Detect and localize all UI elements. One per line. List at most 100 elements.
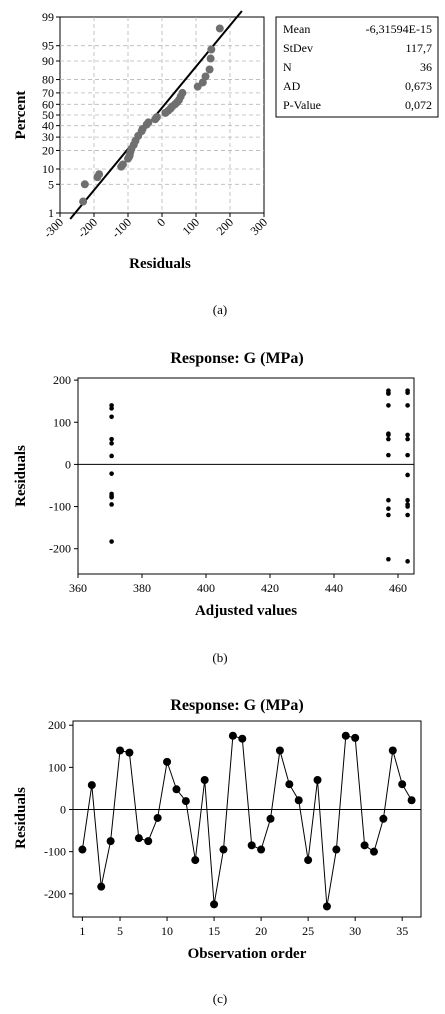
plot-b-xticks: 360 380 400 420 440 460	[69, 574, 407, 595]
data-point	[191, 856, 200, 865]
x-tick-label: 15	[208, 924, 220, 938]
y-tick-label: -200	[44, 887, 66, 901]
data-point	[398, 780, 407, 789]
y-tick-label: 99	[42, 10, 54, 24]
data-point	[201, 72, 210, 81]
y-tick-label: 100	[53, 415, 71, 429]
data-point	[257, 845, 266, 854]
y-tick-label: 50	[42, 108, 54, 122]
data-point	[109, 406, 114, 411]
data-point	[207, 45, 216, 54]
data-point	[405, 559, 410, 564]
data-point	[109, 493, 114, 499]
data-point	[369, 847, 378, 856]
x-tick-label: 35	[396, 924, 408, 938]
y-tick-label: -200	[49, 542, 71, 556]
y-tick-label: 200	[48, 718, 66, 732]
x-tick-label: 420	[261, 581, 279, 595]
x-tick-label: -300	[41, 215, 66, 240]
x-tick-label: 30	[349, 924, 361, 938]
data-point	[80, 180, 89, 189]
data-point	[109, 441, 114, 446]
data-point	[109, 471, 114, 476]
plot-a-ylabel: Percent	[13, 91, 29, 140]
data-point	[152, 113, 161, 122]
plot-c-xlabel: Observation order	[188, 946, 307, 962]
y-tick-label: 0	[65, 457, 71, 471]
plot-b-yticks: -200 -100 0 100 200	[49, 373, 78, 556]
plot-c-title: Response: G (MPa)	[170, 697, 303, 714]
data-point	[97, 882, 106, 891]
data-point	[386, 390, 391, 396]
plot-a-points	[79, 24, 224, 206]
data-point	[206, 54, 215, 63]
stat-value: 36	[420, 60, 432, 74]
data-point	[95, 170, 104, 179]
y-tick-label: 70	[42, 86, 54, 100]
data-point	[144, 118, 153, 127]
plot-b-title: Response: G (MPa)	[170, 350, 303, 367]
data-point	[386, 452, 391, 458]
data-point	[313, 776, 322, 785]
data-point	[405, 432, 410, 438]
y-tick-label: 90	[42, 54, 54, 68]
data-point	[109, 502, 114, 507]
stats-box: Mean -6,31594E-15 StDev 117,7 N 36 AD 0,673 P-Va…	[275, 16, 439, 118]
data-point	[386, 497, 391, 503]
data-point	[294, 796, 303, 805]
stat-value: 0,673	[405, 79, 432, 93]
data-point	[78, 845, 87, 854]
plot-c-frame	[72, 720, 422, 918]
data-point	[109, 414, 114, 420]
y-tick-label: 1	[48, 206, 54, 220]
x-tick-label: 100	[179, 215, 202, 238]
x-tick-label: 10	[161, 924, 173, 938]
y-tick-label: 95	[42, 39, 54, 53]
data-point	[134, 834, 143, 843]
data-point	[118, 160, 127, 169]
caption-a: (a)	[213, 302, 227, 317]
caption-c: (c)	[213, 991, 227, 1006]
x-tick-label: 200	[213, 215, 236, 238]
stat-value: 0,072	[405, 98, 432, 112]
x-tick-label: 0	[154, 215, 168, 229]
data-point	[109, 453, 114, 459]
plot-a-grid	[60, 17, 264, 213]
plot-c-ylabel: Residuals	[13, 787, 29, 849]
data-point	[181, 797, 190, 806]
x-tick-label: -200	[75, 215, 100, 240]
x-tick-label: 20	[255, 924, 267, 938]
data-point	[198, 78, 207, 87]
data-point	[386, 506, 391, 511]
data-point	[386, 436, 391, 442]
y-tick-label: 40	[42, 119, 54, 133]
data-point	[163, 757, 172, 766]
data-point	[386, 432, 391, 438]
y-tick-label: 0	[60, 803, 66, 817]
plot-c-yticks: -200 -100 0 100 200	[44, 718, 73, 901]
plot-b-ylabel: Residuals	[13, 445, 29, 507]
plot-a-xticks: -300 -200 -100 0 100 200 300	[41, 213, 270, 241]
stat-value: -6,31594E-15	[366, 22, 432, 36]
data-point	[238, 734, 247, 743]
y-tick-label: 20	[42, 143, 54, 157]
x-tick-label: 300	[247, 215, 270, 238]
data-point	[178, 88, 187, 97]
plot-c-points	[78, 731, 416, 911]
data-point	[219, 845, 228, 854]
plot-a-xlabel: Residuals	[129, 256, 191, 272]
data-point	[388, 746, 397, 755]
data-point	[405, 436, 410, 442]
y-tick-label: 100	[48, 760, 66, 774]
x-tick-label: 380	[133, 581, 151, 595]
x-tick-label: 1	[79, 924, 85, 938]
data-point	[405, 452, 410, 458]
data-point	[200, 776, 209, 785]
y-tick-label: 80	[42, 73, 54, 87]
plot-b-frame	[77, 377, 415, 575]
data-point	[285, 780, 294, 789]
plot-b-points	[109, 388, 410, 564]
stat-label: P-Value	[283, 98, 321, 112]
